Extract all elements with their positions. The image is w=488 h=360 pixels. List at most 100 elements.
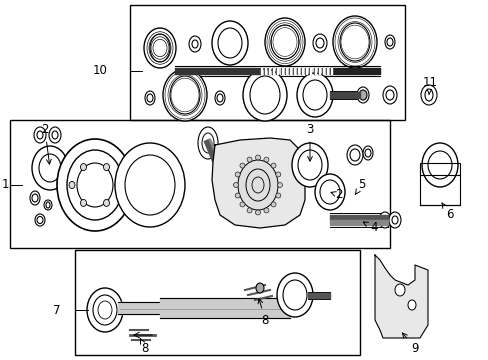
Ellipse shape <box>212 21 247 65</box>
Text: 2: 2 <box>330 189 342 202</box>
Bar <box>10 120 389 248</box>
Text: 8: 8 <box>140 339 148 355</box>
Ellipse shape <box>270 163 276 168</box>
Ellipse shape <box>240 202 244 207</box>
Ellipse shape <box>421 143 457 187</box>
Ellipse shape <box>394 284 404 296</box>
Ellipse shape <box>218 28 242 58</box>
Ellipse shape <box>391 216 397 224</box>
Ellipse shape <box>52 131 58 139</box>
Ellipse shape <box>57 139 133 231</box>
Ellipse shape <box>39 154 61 182</box>
Ellipse shape <box>238 160 278 210</box>
Ellipse shape <box>103 199 109 206</box>
Ellipse shape <box>217 94 223 102</box>
Text: 11: 11 <box>422 76 437 94</box>
Ellipse shape <box>378 212 390 228</box>
Ellipse shape <box>49 127 61 143</box>
Ellipse shape <box>339 23 369 61</box>
Ellipse shape <box>46 202 50 208</box>
Ellipse shape <box>264 157 268 162</box>
Ellipse shape <box>264 208 268 213</box>
Ellipse shape <box>249 76 280 114</box>
Ellipse shape <box>255 155 260 160</box>
Text: 9: 9 <box>402 333 418 355</box>
Ellipse shape <box>235 193 240 198</box>
Ellipse shape <box>283 280 306 310</box>
Ellipse shape <box>427 151 451 179</box>
Ellipse shape <box>240 163 244 168</box>
Ellipse shape <box>388 212 400 228</box>
Ellipse shape <box>332 16 376 68</box>
Ellipse shape <box>30 191 40 205</box>
Ellipse shape <box>145 91 155 105</box>
Ellipse shape <box>93 295 117 325</box>
Ellipse shape <box>163 69 206 121</box>
Ellipse shape <box>69 181 75 189</box>
Ellipse shape <box>275 193 280 198</box>
Ellipse shape <box>34 127 46 143</box>
Ellipse shape <box>198 127 218 159</box>
Text: 2: 2 <box>41 123 51 164</box>
Ellipse shape <box>150 34 170 62</box>
Ellipse shape <box>81 163 86 171</box>
Ellipse shape <box>349 149 359 161</box>
Ellipse shape <box>32 146 68 190</box>
Ellipse shape <box>420 85 436 105</box>
Ellipse shape <box>215 91 224 105</box>
Ellipse shape <box>67 150 123 220</box>
Ellipse shape <box>115 181 121 189</box>
Bar <box>130 5 404 120</box>
Ellipse shape <box>255 210 260 215</box>
Ellipse shape <box>386 38 392 46</box>
Bar <box>419 163 459 205</box>
Polygon shape <box>374 255 427 338</box>
Ellipse shape <box>192 40 198 48</box>
Ellipse shape <box>202 133 214 153</box>
Text: 5: 5 <box>355 179 365 194</box>
Text: 4: 4 <box>363 221 377 234</box>
Ellipse shape <box>37 216 43 224</box>
Ellipse shape <box>314 174 345 210</box>
Polygon shape <box>212 138 305 228</box>
Ellipse shape <box>143 28 176 68</box>
Ellipse shape <box>385 90 393 100</box>
Ellipse shape <box>98 301 112 319</box>
Ellipse shape <box>381 216 387 224</box>
Ellipse shape <box>246 208 252 213</box>
Ellipse shape <box>382 86 396 104</box>
Ellipse shape <box>297 150 321 180</box>
Ellipse shape <box>270 202 276 207</box>
Ellipse shape <box>170 76 200 114</box>
Ellipse shape <box>103 163 109 171</box>
Ellipse shape <box>384 35 394 49</box>
Ellipse shape <box>81 199 86 206</box>
Ellipse shape <box>312 34 326 52</box>
Ellipse shape <box>362 146 372 160</box>
Ellipse shape <box>315 38 324 48</box>
Ellipse shape <box>358 90 366 100</box>
Ellipse shape <box>243 69 286 121</box>
Bar <box>75 250 359 355</box>
Ellipse shape <box>256 283 264 293</box>
Ellipse shape <box>277 183 282 188</box>
Ellipse shape <box>319 180 339 204</box>
Ellipse shape <box>37 131 43 139</box>
Ellipse shape <box>125 155 175 215</box>
Ellipse shape <box>356 87 368 103</box>
Text: 1: 1 <box>2 179 9 192</box>
Ellipse shape <box>32 194 38 202</box>
Ellipse shape <box>246 157 252 162</box>
Ellipse shape <box>270 25 298 59</box>
Text: 10: 10 <box>93 64 108 77</box>
Ellipse shape <box>235 172 240 177</box>
Ellipse shape <box>364 149 370 157</box>
Ellipse shape <box>233 183 238 188</box>
Ellipse shape <box>275 172 280 177</box>
Ellipse shape <box>346 145 362 165</box>
Text: 3: 3 <box>305 123 313 161</box>
Text: 7: 7 <box>52 303 60 316</box>
Ellipse shape <box>147 94 153 102</box>
Ellipse shape <box>44 200 52 210</box>
Ellipse shape <box>35 214 45 226</box>
